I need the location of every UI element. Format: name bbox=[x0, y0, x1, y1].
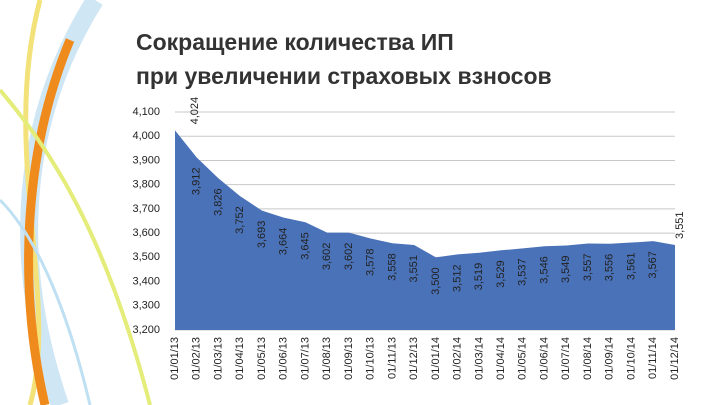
chart-title: Сокращение количества ИП bbox=[136, 29, 454, 55]
x-tick-label: 01/01/14 bbox=[430, 337, 442, 380]
x-tick-label: 01/08/14 bbox=[582, 337, 594, 380]
value-label: 3,557 bbox=[582, 254, 594, 282]
value-label: 3,529 bbox=[495, 260, 507, 288]
y-tick-label: 3,300 bbox=[132, 300, 160, 312]
x-tick-label: 01/10/14 bbox=[625, 337, 637, 380]
chart-title: при увеличении страховых взносов bbox=[136, 63, 552, 89]
value-label: 3,602 bbox=[343, 243, 355, 271]
x-tick-label: 01/12/14 bbox=[669, 337, 681, 380]
x-tick-label: 01/11/13 bbox=[386, 337, 398, 379]
value-label: 4,024 bbox=[189, 97, 201, 125]
value-label: 3,752 bbox=[234, 206, 246, 234]
x-tick-label: 01/02/14 bbox=[452, 337, 464, 380]
value-label: 3,551 bbox=[674, 211, 686, 239]
y-tick-label: 3,500 bbox=[132, 251, 160, 263]
x-tick-label: 01/09/14 bbox=[604, 337, 616, 380]
value-label: 3,558 bbox=[386, 253, 398, 281]
y-tick-label: 3,400 bbox=[132, 275, 160, 287]
value-label: 3,664 bbox=[278, 228, 290, 256]
x-tick-label: 01/01/13 bbox=[169, 337, 181, 380]
value-label: 3,519 bbox=[473, 263, 485, 291]
x-tick-label: 01/09/13 bbox=[343, 337, 355, 380]
x-tick-label: 01/03/14 bbox=[473, 337, 485, 380]
value-label: 3,546 bbox=[538, 256, 550, 284]
value-label: 3,551 bbox=[408, 255, 420, 283]
x-tick-label: 01/10/13 bbox=[365, 337, 377, 380]
x-tick-label: 01/04/13 bbox=[234, 337, 246, 380]
x-tick-label: 01/06/14 bbox=[538, 337, 550, 380]
value-label: 3,912 bbox=[191, 168, 203, 196]
x-tick-label: 01/06/13 bbox=[278, 337, 290, 380]
value-label: 3,826 bbox=[212, 188, 224, 216]
y-tick-label: 3,600 bbox=[132, 227, 160, 239]
y-tick-label: 3,200 bbox=[132, 324, 160, 336]
y-tick-label: 3,800 bbox=[132, 179, 160, 191]
value-label: 3,645 bbox=[299, 232, 311, 260]
x-tick-label: 01/02/13 bbox=[191, 337, 203, 380]
value-label: 3,537 bbox=[517, 258, 529, 286]
x-tick-label: 01/05/13 bbox=[256, 337, 268, 380]
y-tick-label: 4,000 bbox=[132, 130, 160, 142]
value-label: 3,500 bbox=[430, 267, 442, 295]
area bbox=[175, 130, 675, 330]
value-label: 3,567 bbox=[647, 251, 659, 279]
x-tick-label: 01/07/14 bbox=[560, 337, 572, 380]
y-tick-label: 4,100 bbox=[132, 106, 160, 118]
x-tick-label: 01/03/13 bbox=[212, 337, 224, 380]
x-tick-label: 01/11/14 bbox=[647, 337, 659, 379]
value-label: 3,512 bbox=[452, 264, 464, 292]
value-label: 3,549 bbox=[560, 255, 572, 283]
y-tick-label: 3,700 bbox=[132, 203, 160, 215]
decoration bbox=[0, 0, 152, 405]
x-tick-label: 01/08/13 bbox=[321, 337, 333, 380]
value-label: 3,561 bbox=[625, 253, 637, 281]
value-label: 3,556 bbox=[604, 254, 616, 282]
value-label: 3,602 bbox=[321, 243, 333, 271]
y-tick-label: 3,900 bbox=[132, 154, 160, 166]
value-label: 3,693 bbox=[256, 221, 268, 249]
value-label: 3,578 bbox=[365, 248, 377, 276]
x-tick-label: 01/07/13 bbox=[299, 337, 311, 380]
x-tick-label: 01/05/14 bbox=[517, 337, 529, 380]
x-tick-label: 01/04/14 bbox=[495, 337, 507, 380]
x-tick-label: 01/12/13 bbox=[408, 337, 420, 380]
